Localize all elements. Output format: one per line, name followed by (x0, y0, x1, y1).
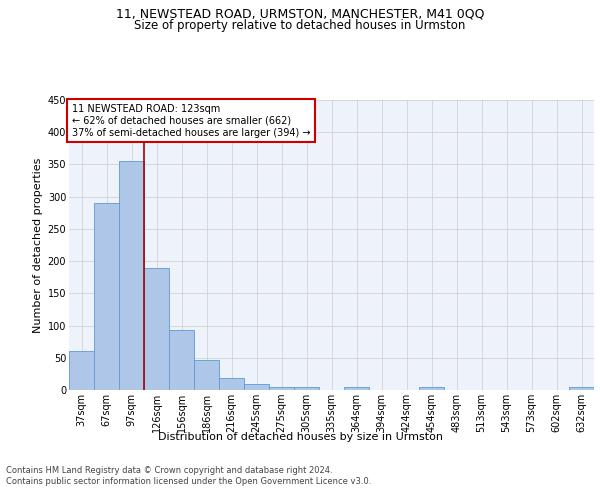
Text: Contains public sector information licensed under the Open Government Licence v3: Contains public sector information licen… (6, 478, 371, 486)
Bar (244, 384, 269, 390)
Text: 11, NEWSTEAD ROAD, URMSTON, MANCHESTER, M41 0QQ: 11, NEWSTEAD ROAD, URMSTON, MANCHESTER, … (116, 8, 484, 20)
Bar (94, 203, 119, 390)
Bar (69, 352, 94, 390)
Bar (294, 387, 319, 390)
Bar (344, 387, 369, 390)
Bar (119, 161, 144, 390)
Bar (269, 387, 294, 390)
Y-axis label: Number of detached properties: Number of detached properties (34, 158, 43, 332)
Bar (219, 378, 244, 390)
Bar (569, 387, 594, 390)
Bar (419, 387, 444, 390)
Bar (144, 268, 169, 390)
Text: 11 NEWSTEAD ROAD: 123sqm
← 62% of detached houses are smaller (662)
37% of semi-: 11 NEWSTEAD ROAD: 123sqm ← 62% of detach… (71, 104, 310, 138)
Text: Size of property relative to detached houses in Urmston: Size of property relative to detached ho… (134, 18, 466, 32)
Text: Distribution of detached houses by size in Urmston: Distribution of detached houses by size … (157, 432, 443, 442)
Text: Contains HM Land Registry data © Crown copyright and database right 2024.: Contains HM Land Registry data © Crown c… (6, 466, 332, 475)
Bar (194, 360, 219, 390)
Bar (169, 330, 194, 390)
